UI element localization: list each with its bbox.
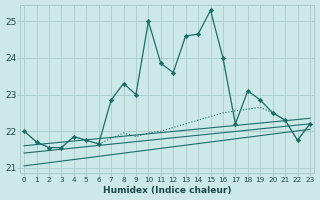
X-axis label: Humidex (Indice chaleur): Humidex (Indice chaleur) bbox=[103, 186, 231, 195]
